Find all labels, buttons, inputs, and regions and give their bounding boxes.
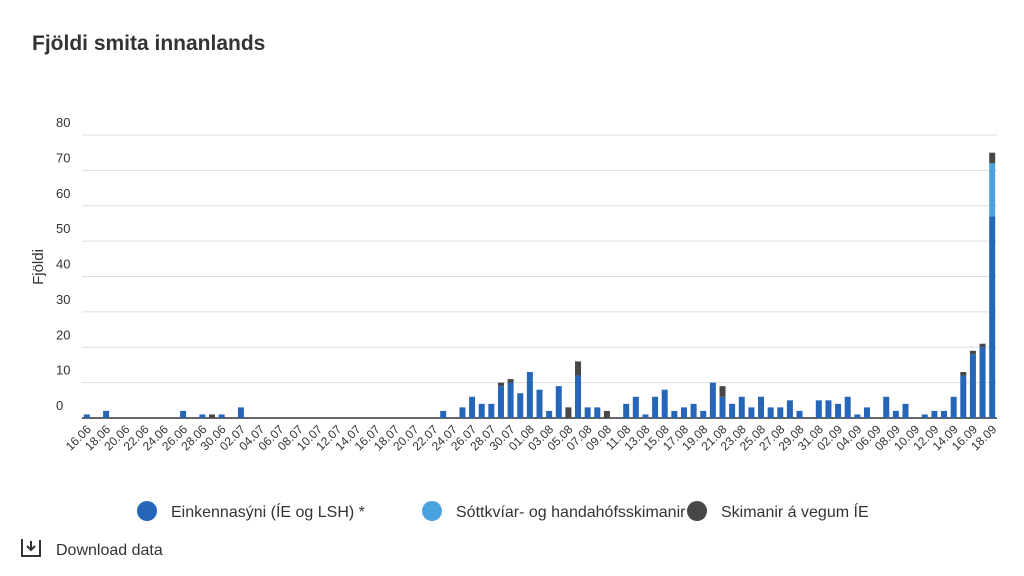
bar-segment bbox=[594, 407, 601, 418]
bar-segment bbox=[989, 216, 996, 418]
bar-segment bbox=[469, 396, 476, 418]
bar-segment bbox=[199, 414, 206, 418]
bar-segment bbox=[459, 407, 466, 418]
bar-segment bbox=[921, 414, 928, 418]
bar-segment bbox=[844, 396, 851, 418]
y-axis-label: Fjöldi bbox=[30, 249, 47, 285]
bar-segment bbox=[517, 393, 524, 418]
bar-segment bbox=[767, 407, 774, 418]
bar-segment bbox=[690, 403, 697, 418]
bar-segment bbox=[960, 375, 967, 418]
bar-segment bbox=[950, 396, 957, 418]
legend-marker bbox=[137, 501, 157, 521]
bar-segment bbox=[700, 410, 707, 418]
bar-segment bbox=[584, 407, 591, 418]
bar-segment bbox=[989, 152, 996, 164]
bar-segment bbox=[758, 396, 765, 418]
bar-segment bbox=[748, 407, 755, 418]
bar-segment bbox=[786, 400, 793, 418]
legend-label: Sóttkvíar- og handahófsskimanir bbox=[456, 504, 686, 521]
bar-segment bbox=[796, 410, 803, 418]
bar-segment bbox=[440, 410, 447, 418]
bar-segment bbox=[546, 410, 553, 418]
download-link[interactable]: Download data bbox=[56, 542, 163, 559]
bar-segment bbox=[497, 382, 504, 387]
bar-segment bbox=[902, 403, 909, 418]
legend-label: Einkennasýni (ÍE og LSH) * bbox=[171, 502, 365, 521]
y-tick-label: 60 bbox=[56, 186, 70, 201]
legend-marker bbox=[422, 501, 442, 521]
bar-segment bbox=[603, 410, 610, 418]
bar-segment bbox=[979, 343, 986, 348]
y-tick-label: 30 bbox=[56, 292, 70, 307]
bar-segment bbox=[209, 414, 216, 418]
bar-segment bbox=[555, 386, 562, 418]
bar-segment bbox=[218, 414, 225, 418]
bar-segment bbox=[969, 354, 976, 418]
bar-segment bbox=[575, 361, 582, 376]
bar-segment bbox=[854, 414, 861, 418]
bar-segment bbox=[536, 389, 543, 418]
bar-segment bbox=[652, 396, 659, 418]
bar-segment bbox=[623, 403, 630, 418]
bar-segment bbox=[719, 396, 726, 418]
bar-segment bbox=[979, 347, 986, 418]
bar-segment bbox=[83, 414, 90, 418]
bar-segment bbox=[237, 407, 244, 418]
bar-segment bbox=[478, 403, 485, 418]
bar-segment bbox=[575, 375, 582, 418]
bar-segment bbox=[632, 396, 639, 418]
y-tick-label: 50 bbox=[56, 221, 70, 236]
bar-segment bbox=[777, 407, 784, 418]
bar-segment bbox=[680, 407, 687, 418]
y-tick-label: 80 bbox=[56, 115, 70, 130]
bar-segment bbox=[642, 414, 649, 418]
bar-segment bbox=[729, 403, 736, 418]
bar-segment bbox=[825, 400, 832, 418]
bar-segment bbox=[815, 400, 822, 418]
chart-title: Fjöldi smita innanlands bbox=[32, 32, 265, 55]
bar-segment bbox=[883, 396, 890, 418]
bar-segment bbox=[661, 389, 668, 418]
y-tick-label: 0 bbox=[56, 398, 63, 413]
y-tick-label: 40 bbox=[56, 257, 70, 272]
bar-segment bbox=[565, 407, 572, 418]
legend-label: Skimanir á vegum ÍE bbox=[721, 502, 869, 521]
bar-segment bbox=[497, 386, 504, 418]
bar-segment bbox=[526, 372, 533, 418]
y-tick-label: 20 bbox=[56, 327, 70, 342]
bar-segment bbox=[969, 350, 976, 355]
bar-segment bbox=[989, 163, 996, 217]
bar-segment bbox=[719, 386, 726, 397]
bar-segment bbox=[931, 410, 938, 418]
bar-segment bbox=[180, 410, 187, 418]
bar-segment bbox=[709, 382, 716, 418]
bar-segment bbox=[671, 410, 678, 418]
bar-segment bbox=[488, 403, 495, 418]
bar-segment bbox=[863, 407, 870, 418]
download-icon[interactable] bbox=[21, 539, 41, 557]
bar-segment bbox=[103, 410, 110, 418]
bar-segment bbox=[892, 410, 899, 418]
bar-segment bbox=[960, 372, 967, 376]
bar-segment bbox=[507, 379, 514, 383]
y-tick-label: 70 bbox=[56, 150, 70, 165]
y-tick-label: 10 bbox=[56, 363, 70, 378]
bar-segment bbox=[738, 396, 745, 418]
bar-segment bbox=[507, 382, 514, 418]
bar-segment bbox=[941, 410, 948, 418]
legend-marker bbox=[687, 501, 707, 521]
bar-segment bbox=[835, 403, 842, 418]
